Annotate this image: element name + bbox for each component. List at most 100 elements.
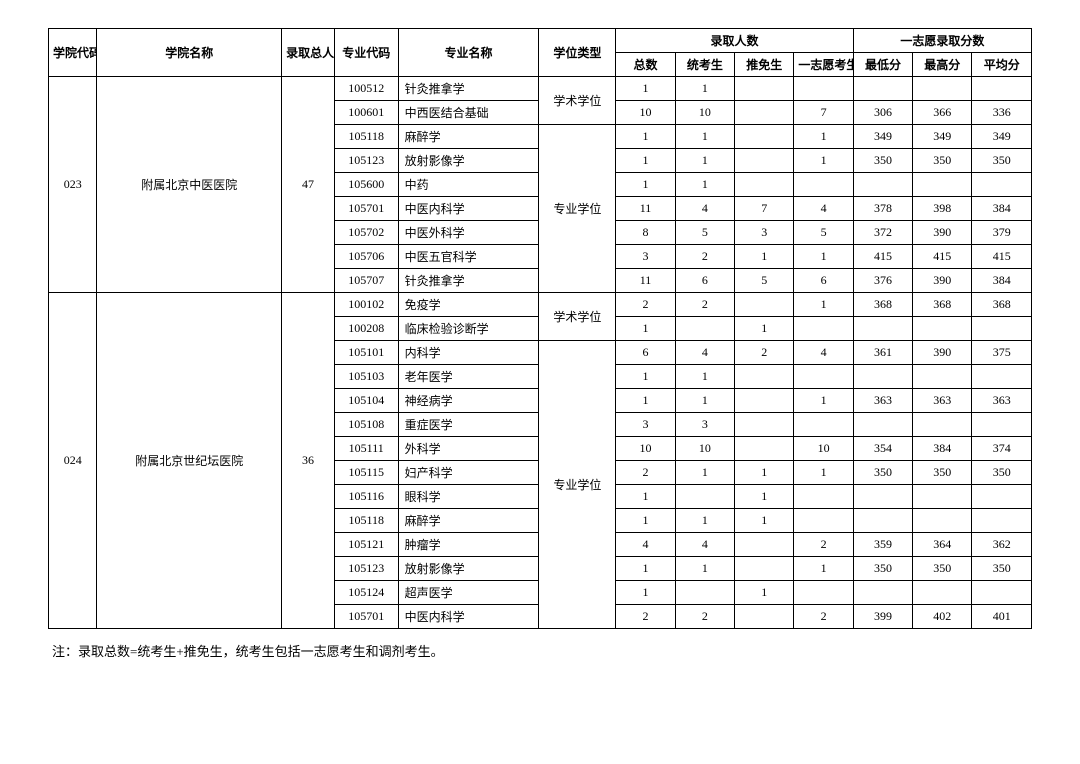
admit-total: 1 xyxy=(616,581,675,605)
hdr-rec-student: 推免生 xyxy=(735,53,794,77)
score-avg: 350 xyxy=(972,461,1032,485)
score-avg xyxy=(972,509,1032,533)
score-avg: 384 xyxy=(972,269,1032,293)
rec-student xyxy=(735,389,794,413)
score-avg xyxy=(972,173,1032,197)
major-name: 麻醉学 xyxy=(398,125,539,149)
score-min: 350 xyxy=(853,149,912,173)
major-name: 针灸推拿学 xyxy=(398,77,539,101)
score-max: 390 xyxy=(913,269,972,293)
major-code: 105702 xyxy=(334,221,398,245)
college-name: 附属北京中医医院 xyxy=(97,77,282,293)
major-code: 100208 xyxy=(334,317,398,341)
hdr-score-group: 一志愿录取分数 xyxy=(853,29,1031,53)
major-name: 神经病学 xyxy=(398,389,539,413)
score-max xyxy=(913,581,972,605)
major-code: 105124 xyxy=(334,581,398,605)
score-avg: 384 xyxy=(972,197,1032,221)
rec-student xyxy=(735,101,794,125)
major-name: 麻醉学 xyxy=(398,509,539,533)
college-code: 024 xyxy=(49,293,97,629)
major-code: 105123 xyxy=(334,149,398,173)
first-choice-count xyxy=(794,173,853,197)
score-avg: 350 xyxy=(972,149,1032,173)
rec-student: 1 xyxy=(735,509,794,533)
major-code: 105121 xyxy=(334,533,398,557)
major-name: 眼科学 xyxy=(398,485,539,509)
rec-student: 3 xyxy=(735,221,794,245)
rec-student: 1 xyxy=(735,581,794,605)
major-code: 105706 xyxy=(334,245,398,269)
exam-student: 4 xyxy=(675,341,734,365)
major-code: 105701 xyxy=(334,197,398,221)
major-code: 105118 xyxy=(334,509,398,533)
score-max: 350 xyxy=(913,461,972,485)
exam-student: 2 xyxy=(675,245,734,269)
score-min xyxy=(853,365,912,389)
hdr-total-admit: 录取总人数 xyxy=(282,29,335,77)
major-code: 105111 xyxy=(334,437,398,461)
college-total: 47 xyxy=(282,77,335,293)
hdr-degree-type: 学位类型 xyxy=(539,29,616,77)
score-avg: 350 xyxy=(972,557,1032,581)
admit-total: 10 xyxy=(616,437,675,461)
score-max xyxy=(913,413,972,437)
exam-student: 4 xyxy=(675,197,734,221)
score-max xyxy=(913,173,972,197)
score-avg: 368 xyxy=(972,293,1032,317)
score-avg: 363 xyxy=(972,389,1032,413)
first-choice-count: 10 xyxy=(794,437,853,461)
score-min xyxy=(853,509,912,533)
score-min: 359 xyxy=(853,533,912,557)
rec-student: 1 xyxy=(735,245,794,269)
hdr-admit-total: 总数 xyxy=(616,53,675,77)
hdr-major-name: 专业名称 xyxy=(398,29,539,77)
rec-student xyxy=(735,125,794,149)
major-name: 中西医结合基础 xyxy=(398,101,539,125)
admit-total: 1 xyxy=(616,317,675,341)
admission-table: 学院代码 学院名称 录取总人数 专业代码 专业名称 学位类型 录取人数 一志愿录… xyxy=(48,28,1032,629)
score-max xyxy=(913,485,972,509)
score-avg xyxy=(972,77,1032,101)
score-min: 306 xyxy=(853,101,912,125)
first-choice-count xyxy=(794,317,853,341)
score-max: 350 xyxy=(913,557,972,581)
first-choice-count: 1 xyxy=(794,557,853,581)
first-choice-count xyxy=(794,365,853,389)
degree-type: 学术学位 xyxy=(539,77,616,125)
score-min: 415 xyxy=(853,245,912,269)
major-name: 内科学 xyxy=(398,341,539,365)
score-max xyxy=(913,317,972,341)
major-code: 100512 xyxy=(334,77,398,101)
first-choice-count: 6 xyxy=(794,269,853,293)
first-choice-count xyxy=(794,581,853,605)
hdr-score-max: 最高分 xyxy=(913,53,972,77)
first-choice-count xyxy=(794,485,853,509)
admit-total: 3 xyxy=(616,245,675,269)
first-choice-count: 1 xyxy=(794,149,853,173)
rec-student xyxy=(735,533,794,557)
rec-student xyxy=(735,77,794,101)
exam-student: 5 xyxy=(675,221,734,245)
table-body: 023附属北京中医医院47100512针灸推拿学学术学位11100601中西医结… xyxy=(49,77,1032,629)
major-code: 105123 xyxy=(334,557,398,581)
score-max: 415 xyxy=(913,245,972,269)
major-name: 妇产科学 xyxy=(398,461,539,485)
major-name: 超声医学 xyxy=(398,581,539,605)
score-min xyxy=(853,413,912,437)
major-name: 中医内科学 xyxy=(398,605,539,629)
score-max: 350 xyxy=(913,149,972,173)
rec-student: 1 xyxy=(735,485,794,509)
major-name: 临床检验诊断学 xyxy=(398,317,539,341)
rec-student xyxy=(735,293,794,317)
hdr-admit-group: 录取人数 xyxy=(616,29,853,53)
exam-student: 1 xyxy=(675,389,734,413)
major-code: 105600 xyxy=(334,173,398,197)
admit-total: 10 xyxy=(616,101,675,125)
score-min: 378 xyxy=(853,197,912,221)
admit-total: 11 xyxy=(616,269,675,293)
rec-student: 5 xyxy=(735,269,794,293)
table-header: 学院代码 学院名称 录取总人数 专业代码 专业名称 学位类型 录取人数 一志愿录… xyxy=(49,29,1032,77)
score-avg: 375 xyxy=(972,341,1032,365)
score-avg: 415 xyxy=(972,245,1032,269)
